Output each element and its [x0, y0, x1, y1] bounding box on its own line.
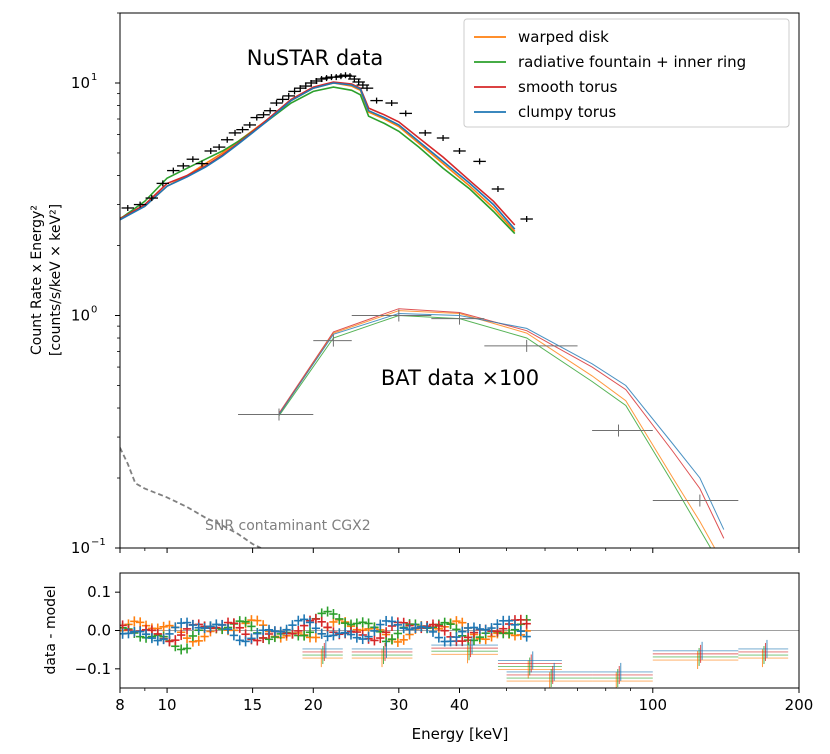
annotation-nustar: NuSTAR data	[247, 46, 383, 70]
residual-y-tick-label: 0.1	[87, 583, 111, 601]
nustar-model-line-2	[120, 81, 516, 226]
x-tick-label: 40	[450, 696, 469, 714]
x-tick-label: 30	[389, 696, 408, 714]
y-tick-label-exponent: 1	[91, 72, 97, 83]
x-tick-label: 10	[158, 696, 177, 714]
residual-y-tick-label: −0.1	[75, 660, 111, 678]
legend-label: warped disk	[518, 28, 609, 46]
legend-label: clumpy torus	[518, 103, 616, 121]
nustar-model-line-0	[120, 82, 516, 232]
legend-label: radiative fountain + inner ring	[518, 53, 746, 71]
y-axis-label-line1: Count Rate x Energy²	[29, 205, 45, 355]
y-tick-label: 10	[71, 539, 90, 557]
nustar-model-line-1	[120, 86, 516, 235]
y-tick-label-exponent: 0	[91, 304, 97, 315]
residual-y-label: data - model	[43, 585, 59, 674]
y-axis-label-line2: [counts/s/keV × keV²]	[48, 204, 64, 356]
y-tick-label: 10	[71, 74, 90, 92]
bat-model-line-0	[278, 310, 716, 548]
annotation-bat: BAT data ×100	[381, 366, 539, 390]
legend-box	[463, 18, 790, 128]
x-tick-label: 100	[638, 696, 667, 714]
annotation-snr: SNR contaminant CGX2	[205, 518, 371, 534]
nustar-model-line-3	[120, 82, 516, 230]
x-tick-label: 20	[304, 696, 323, 714]
residual-y-tick-label: 0.0	[87, 622, 111, 640]
y-tick-label: 10	[71, 306, 90, 324]
y-tick-label-exponent: −1	[91, 537, 106, 548]
x-tick-label: 15	[243, 696, 262, 714]
residual-panel: 8 10 15 20 30 40 100 200 0.1 0.0 −0.1 data - model…	[43, 572, 814, 743]
legend-label: smooth torus	[518, 78, 618, 96]
legend: warped disk radiative fountain + inner ri…	[463, 18, 790, 128]
x-tick-label: 8	[115, 696, 125, 714]
bat-model-line-1	[278, 314, 712, 548]
x-tick-label: 200	[785, 696, 814, 714]
bat-model-line-2	[278, 308, 725, 539]
x-axis-label: Energy [keV]	[412, 725, 509, 743]
